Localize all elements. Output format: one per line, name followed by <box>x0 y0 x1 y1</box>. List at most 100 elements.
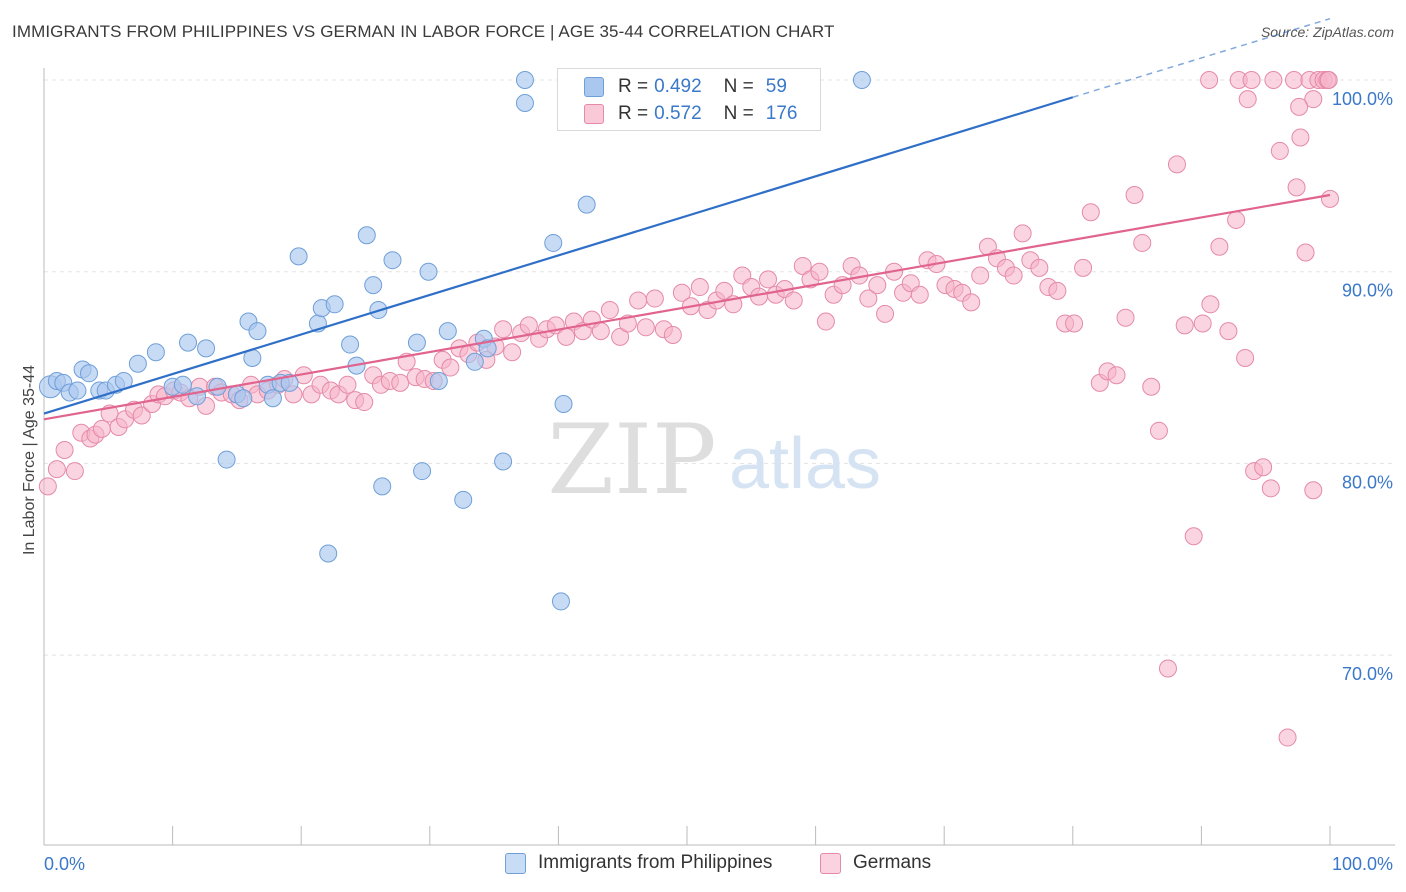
germans-point <box>810 262 829 281</box>
legend-n-value: 176 <box>765 103 798 124</box>
germans-point <box>391 373 410 392</box>
philippines-point <box>146 343 165 362</box>
germans-point <box>1074 258 1093 277</box>
philippines-point <box>341 335 360 354</box>
philippines-point <box>179 333 198 352</box>
philippines-point <box>494 452 513 471</box>
germans-point <box>65 462 84 481</box>
philippines-point <box>852 71 871 89</box>
germans-point <box>1125 186 1144 205</box>
philippines-point <box>577 195 596 214</box>
tick-labels: 70.0% 80.0% 90.0% 100.0% 0.0% 100.0% <box>44 89 1393 874</box>
germans-point <box>1264 71 1283 89</box>
axes <box>43 68 1395 846</box>
germans-point <box>1270 141 1289 160</box>
legend-r-value: 0.492 <box>654 76 702 97</box>
germans-point <box>441 358 460 377</box>
legend-swatch-blue <box>584 77 604 97</box>
germans-point <box>1227 210 1246 229</box>
legend-row-philippines: R = 0.492 N = 59 <box>584 76 809 98</box>
philippines-point <box>357 226 376 245</box>
philippines-trend-extension <box>1072 17 1331 98</box>
y-tick-label: 100.0% <box>1332 89 1393 109</box>
philippines-point <box>319 544 338 563</box>
bottom-legend-swatch-blue <box>505 852 526 874</box>
philippines-point <box>217 450 236 469</box>
germans-point <box>1284 71 1303 89</box>
germans-point <box>1290 97 1309 116</box>
bottom-legend-germans: Germans <box>820 852 931 874</box>
germans-point <box>1210 237 1229 256</box>
philippines-point <box>364 276 383 295</box>
germans-point <box>1107 366 1126 385</box>
germans-point <box>1201 295 1220 314</box>
germans-point <box>132 406 151 425</box>
germans-point <box>1004 266 1023 285</box>
philippines-point <box>234 389 253 408</box>
watermark-zip: ZIP <box>547 404 716 516</box>
legend-r-value: 0.572 <box>654 103 702 124</box>
germans-point <box>1184 527 1203 546</box>
germans-point <box>859 289 878 308</box>
philippines-point <box>438 322 457 341</box>
germans-point <box>1296 243 1315 262</box>
philippines-trend-line <box>43 96 1074 415</box>
germans-point <box>1175 316 1194 335</box>
germans-point <box>1133 233 1152 252</box>
bottom-legend-label: Immigrants from Philippines <box>538 852 773 873</box>
bottom-legend-swatch-pink <box>820 852 841 874</box>
legend-n-value: 59 <box>765 76 787 97</box>
germans-point <box>55 440 74 459</box>
germans-point <box>1193 314 1212 333</box>
germans-point <box>1287 178 1306 197</box>
legend-n-label: N = <box>723 103 754 124</box>
germans-point <box>868 276 887 295</box>
legend-row-germans: R = 0.572 N = 176 <box>584 103 819 125</box>
legend-swatch-pink <box>584 104 604 124</box>
philippines-point <box>465 352 484 371</box>
bottom-legend-philippines: Immigrants from Philippines <box>505 852 772 874</box>
philippines-point <box>515 71 534 89</box>
germans-point <box>636 318 655 337</box>
germans-point <box>910 285 929 304</box>
germans-point <box>663 325 682 344</box>
watermark: ZIP atlas <box>547 404 881 516</box>
germans-point <box>600 301 619 320</box>
philippines-point <box>515 94 534 113</box>
philippines-point <box>478 339 497 358</box>
germans-point <box>1030 258 1049 277</box>
germans-point <box>690 278 709 297</box>
germans-point <box>92 419 111 438</box>
y-tick-label: 80.0% <box>1342 472 1393 492</box>
legend-r-label: R = <box>618 103 649 124</box>
germans-point <box>503 343 522 362</box>
germans-point <box>1304 481 1323 500</box>
germans-point <box>1291 128 1310 147</box>
germans-point <box>1142 377 1161 396</box>
germans-point <box>494 320 513 339</box>
philippines-point <box>551 592 570 611</box>
germans-point <box>1242 71 1261 89</box>
philippines-point <box>419 262 438 281</box>
philippines-point <box>80 364 99 383</box>
germans-point <box>38 477 57 496</box>
philippines-point <box>208 377 227 396</box>
philippines-point <box>413 462 432 481</box>
germans-point <box>47 460 66 479</box>
grid <box>44 79 1395 656</box>
germans-point <box>1048 281 1067 300</box>
germans-point <box>793 256 812 275</box>
legend-n-label: N = <box>723 76 754 97</box>
germans-point <box>1254 458 1273 477</box>
germans-point <box>759 270 778 289</box>
germans-point <box>591 322 610 341</box>
chart-title: IMMIGRANTS FROM PHILIPPINES VS GERMAN IN… <box>12 22 835 41</box>
germans-point <box>876 304 895 323</box>
philippines-point <box>325 295 344 314</box>
germans-point <box>338 375 357 394</box>
philippines-point <box>188 387 207 406</box>
source-label: Source: ZipAtlas.com <box>1260 24 1394 40</box>
y-tick-label: 90.0% <box>1342 281 1393 301</box>
germans-point <box>715 281 734 300</box>
